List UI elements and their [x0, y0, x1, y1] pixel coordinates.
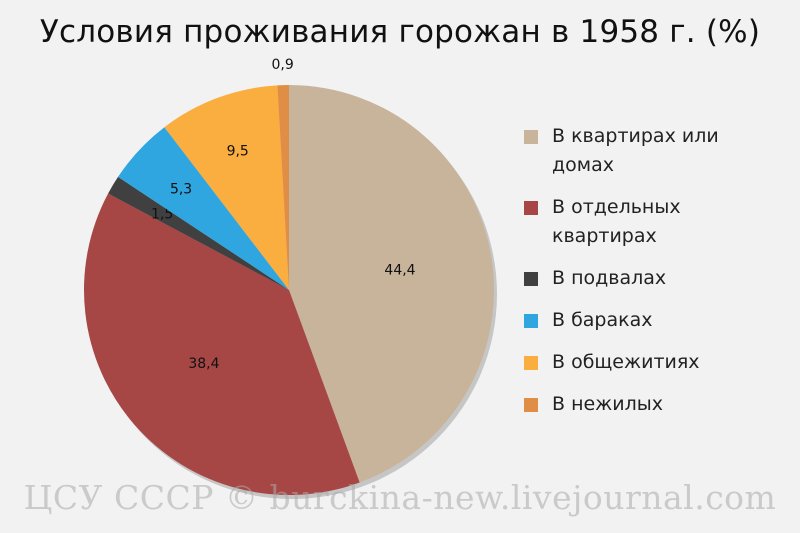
legend-item: В подвалах: [524, 264, 784, 293]
pie-slice: [277, 85, 289, 290]
legend-swatch: [524, 130, 538, 144]
data-label: 44,4: [384, 262, 415, 278]
data-label: 38,4: [188, 356, 219, 372]
legend-label: В отдельных квартирах: [552, 196, 681, 247]
legend-label: В бараках: [552, 309, 653, 331]
legend-item: В бараках: [524, 306, 784, 335]
legend-item: В квартирах или домах: [524, 122, 784, 180]
legend-label: В квартирах или домах: [552, 125, 719, 176]
legend-swatch: [524, 398, 538, 412]
watermark: ЦСУ СССР © burckina-new.livejournal.com: [23, 478, 777, 517]
legend-label: В общежитиях: [552, 351, 700, 373]
chart-title: Условия проживания горожан в 1958 г. (%): [39, 14, 761, 50]
pie-slice: [83, 193, 360, 496]
data-label: 0,9: [272, 57, 294, 73]
legend-item: В отдельных квартирах: [524, 193, 784, 251]
data-label: 5,3: [170, 181, 192, 197]
legend-label: В подвалах: [552, 267, 667, 289]
legend-label: В нежилых: [552, 393, 664, 415]
legend: В квартирах или домах В отдельных квартир…: [524, 122, 784, 432]
legend-swatch: [524, 272, 538, 286]
data-label: 1,5: [151, 206, 173, 222]
legend-item: В общежитиях: [524, 348, 784, 377]
legend-item: В нежилых: [524, 390, 784, 419]
pie-slice: [289, 85, 494, 483]
legend-swatch: [524, 201, 538, 215]
pie-slice: [118, 127, 290, 291]
legend-swatch: [524, 314, 538, 328]
pie-slice: [108, 176, 289, 290]
pie-slice: [164, 85, 289, 290]
data-label: 9,5: [227, 144, 249, 160]
legend-swatch: [524, 356, 538, 370]
